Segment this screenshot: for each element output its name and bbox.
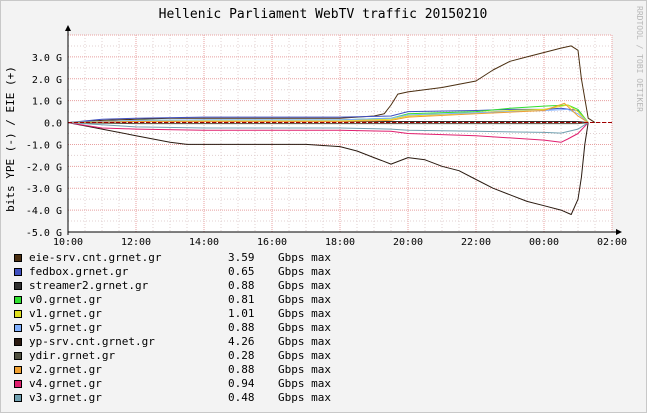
axes (65, 25, 622, 235)
chart-title: Hellenic Parliament WebTV traffic 201502… (159, 7, 488, 22)
series-lines (67, 45, 596, 215)
legend-swatch (14, 324, 22, 332)
legend-max-value: 0.94 (228, 377, 255, 390)
legend-label: v2.grnet.gr (29, 363, 102, 376)
legend-unit: Gbps max (278, 279, 331, 292)
legend-label: streamer2.grnet.gr (29, 279, 149, 292)
legend-swatch (14, 268, 22, 276)
series-line-5 (67, 108, 589, 124)
y-tick-label: -3.0 G (26, 184, 62, 195)
legend-swatch (14, 282, 22, 290)
series-line-0 (67, 45, 596, 124)
y-tick-label: -1.0 G (26, 140, 62, 151)
legend-unit: Gbps max (278, 307, 331, 320)
series-line-9 (67, 122, 589, 143)
legend-unit: Gbps max (278, 265, 331, 278)
y-tick-label: 1.0 G (32, 97, 62, 108)
legend-label: eie-srv.cnt.grnet.gr (29, 251, 162, 264)
x-tick-label: 02:00 (597, 237, 627, 248)
x-tick-label: 22:00 (461, 237, 491, 248)
legend-label: v0.grnet.gr (29, 293, 102, 306)
legend-max-value: 0.81 (228, 293, 255, 306)
legend-max-value: 4.26 (228, 335, 255, 348)
legend-unit: Gbps max (278, 251, 331, 264)
series-line-8 (67, 102, 589, 124)
legend-swatch (14, 380, 22, 388)
legend-swatch (14, 394, 22, 402)
legend-swatch (14, 296, 22, 304)
rrdtool-watermark: RRDTOOL / TOBI OETIKER (635, 6, 644, 112)
series-line-1 (67, 107, 589, 124)
legend-swatch (14, 366, 22, 374)
y-axis-label: bits YPE (-) / EIE (+) (4, 66, 17, 212)
x-tick-label: 14:00 (189, 237, 219, 248)
legend-label: yp-srv.cnt.grnet.gr (29, 335, 155, 348)
x-tick-label: 12:00 (121, 237, 151, 248)
legend-max-value: 1.01 (228, 307, 255, 320)
legend-unit: Gbps max (278, 349, 331, 362)
legend-max-value: 0.88 (228, 363, 255, 376)
legend-label: ydir.grnet.gr (29, 349, 116, 362)
legend-label: v3.grnet.gr (29, 391, 102, 404)
legend-unit: Gbps max (278, 391, 331, 404)
legend-max-value: 0.88 (228, 321, 255, 334)
legend-unit: Gbps max (278, 363, 331, 376)
legend-unit: Gbps max (278, 377, 331, 390)
legend-swatch (14, 254, 22, 262)
tick-labels: 3.0 G 2.0 G 1.0 G 0.0 -1.0 G -2.0 G -3.0 G -4.0… (26, 53, 627, 248)
y-tick-label: -2.0 G (26, 162, 62, 173)
x-tick-label: 16:00 (257, 237, 287, 248)
legend-max-value: 0.48 (228, 391, 255, 404)
legend-swatch (14, 352, 22, 360)
y-tick-label: -5.0 G (26, 228, 62, 239)
series-line-10 (67, 122, 589, 134)
x-tick-label: 10:00 (53, 237, 83, 248)
series-line-7 (67, 122, 589, 125)
x-tick-label: 18:00 (325, 237, 355, 248)
y-axis-arrow (65, 25, 71, 31)
y-tick-label: -4.0 G (26, 206, 62, 217)
legend-max-value: 0.28 (228, 349, 255, 362)
legend-unit: Gbps max (278, 321, 331, 334)
legend-label: v1.grnet.gr (29, 307, 102, 320)
legend-max-value: 0.65 (228, 265, 255, 278)
x-tick-label: 00:00 (529, 237, 559, 248)
y-tick-label: 3.0 G (32, 53, 62, 64)
legend-unit: Gbps max (278, 335, 331, 348)
y-tick-label: 0.0 (44, 119, 62, 130)
series-line-6 (67, 122, 589, 215)
legend-label: v4.grnet.gr (29, 377, 102, 390)
legend-swatch (14, 338, 22, 346)
legend-unit: Gbps max (278, 293, 331, 306)
legend-label: fedbox.grnet.gr (29, 265, 129, 278)
legend-label: v5.grnet.gr (29, 321, 102, 334)
x-axis-arrow (616, 229, 622, 235)
legend-max-value: 0.88 (228, 279, 255, 292)
y-tick-label: 2.0 G (32, 75, 62, 86)
legend-swatch (14, 310, 22, 318)
x-tick-label: 20:00 (393, 237, 423, 248)
legend-max-value: 3.59 (228, 251, 255, 264)
